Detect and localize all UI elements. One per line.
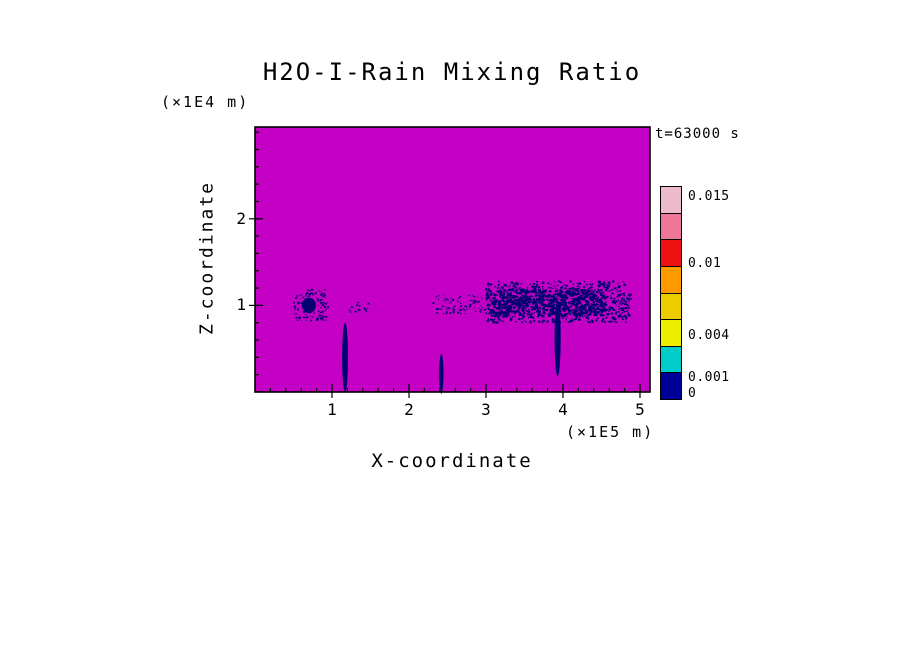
x-axis-unit-label: (×1E5 m) xyxy=(566,423,655,441)
rain-shaft-3 xyxy=(554,300,561,377)
colorbar-level-label: 0.004 xyxy=(688,327,730,343)
x-tick-label: 4 xyxy=(558,400,568,419)
rain-shaft-2 xyxy=(439,353,444,394)
colorbar-level-label: 0.015 xyxy=(688,188,730,204)
anvil-speckle-core xyxy=(492,288,607,317)
colorbar-segment xyxy=(661,212,681,240)
time-annotation: t=63000 s xyxy=(655,126,740,142)
x-tick-label: 1 xyxy=(327,400,337,419)
colorbar-segment xyxy=(661,372,681,399)
colorbar-level-label: 0.01 xyxy=(688,256,722,272)
z-tick-label: 2 xyxy=(236,208,246,228)
rain-shaft-1 xyxy=(342,322,349,392)
x-tick-label: 3 xyxy=(481,400,491,419)
small-patch xyxy=(348,301,370,313)
heatmap-canvas xyxy=(249,126,651,398)
axis-ticks xyxy=(249,131,641,398)
colorbar xyxy=(660,186,682,400)
colorbar-segment xyxy=(661,265,681,293)
plot-frame xyxy=(254,126,651,393)
colorbar-segment xyxy=(661,345,681,373)
colorbar-segment xyxy=(661,319,681,346)
plot-area xyxy=(249,126,651,398)
z-axis-label: Z-coordinate xyxy=(196,180,218,336)
colorbar-level-label: 0 xyxy=(688,385,697,401)
colorbar-segment xyxy=(661,187,681,213)
colorbar-segment xyxy=(661,239,681,266)
field-background xyxy=(255,127,650,392)
z-tick-label: 1 xyxy=(236,295,246,315)
x-axis-label: X-coordinate xyxy=(371,450,533,472)
x-tick-label: 2 xyxy=(404,400,414,419)
colorbar-level-label: 0.001 xyxy=(688,369,730,385)
z-axis-unit-label: (×1E4 m) xyxy=(161,93,250,111)
x-tick-label: 5 xyxy=(635,400,645,419)
chart-title: H2O-I-Rain Mixing Ratio xyxy=(262,58,642,86)
convective-cell-blob xyxy=(301,297,316,314)
colorbar-segment xyxy=(661,292,681,320)
